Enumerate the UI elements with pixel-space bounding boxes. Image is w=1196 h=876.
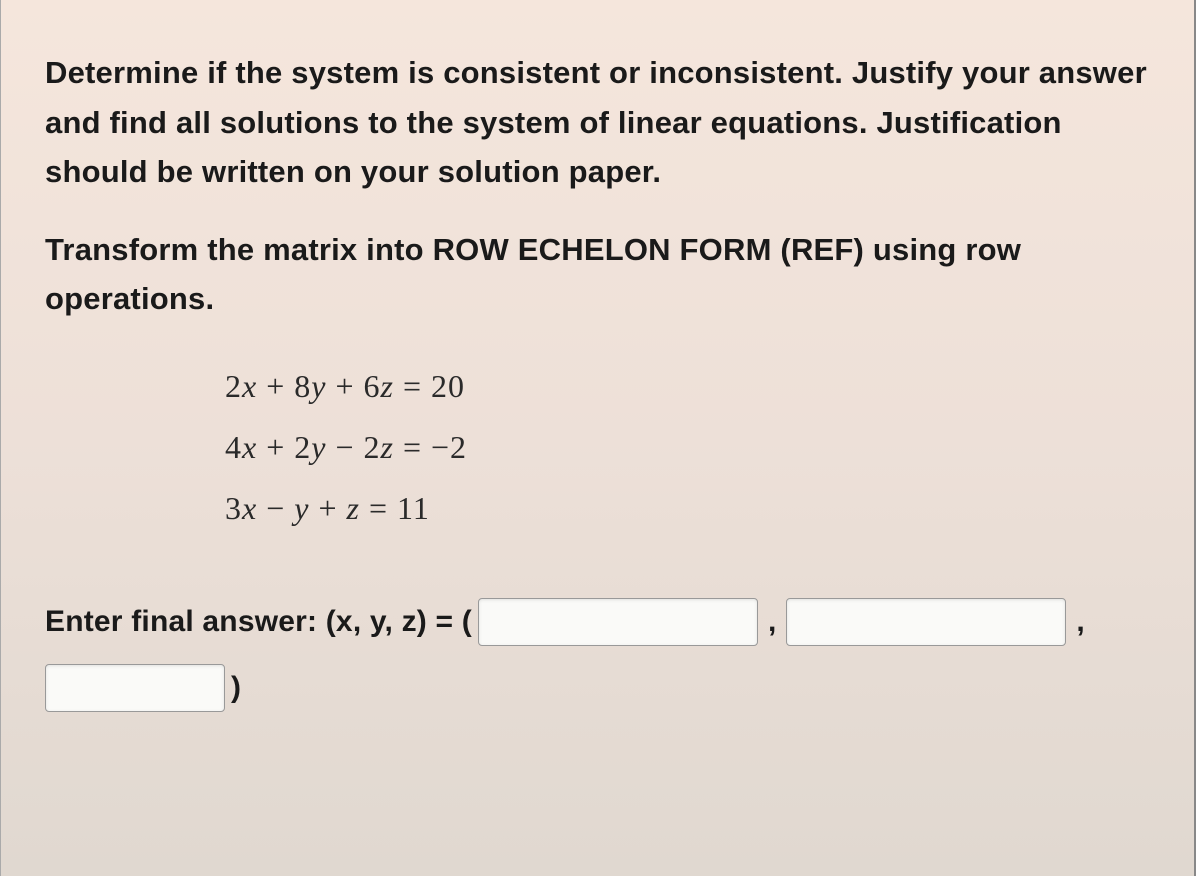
question-frame: Determine if the system is consistent or…: [0, 0, 1196, 876]
z-input[interactable]: [45, 664, 225, 712]
answer-row-2: ): [45, 664, 1150, 712]
instruction-paragraph: Determine if the system is consistent or…: [45, 48, 1150, 197]
answer-label: Enter final answer: (x, y, z) = (: [45, 605, 472, 639]
equation-1: 2x + 8y + 6z = 20: [225, 356, 1150, 417]
x-input[interactable]: [478, 598, 758, 646]
content-area: Determine if the system is consistent or…: [1, 0, 1194, 736]
y-input[interactable]: [786, 598, 1066, 646]
transform-paragraph: Transform the matrix into ROW ECHELON FO…: [45, 225, 1150, 324]
equation-3: 3x − y + z = 11: [225, 478, 1150, 539]
answer-row: Enter final answer: (x, y, z) = ( , ,: [45, 598, 1150, 646]
equations-block: 2x + 8y + 6z = 20 4x + 2y − 2z = −2 3x −…: [225, 356, 1150, 538]
comma-1: ,: [768, 605, 776, 639]
comma-2: ,: [1076, 605, 1084, 639]
equation-2: 4x + 2y − 2z = −2: [225, 417, 1150, 478]
close-paren: ): [231, 671, 241, 705]
